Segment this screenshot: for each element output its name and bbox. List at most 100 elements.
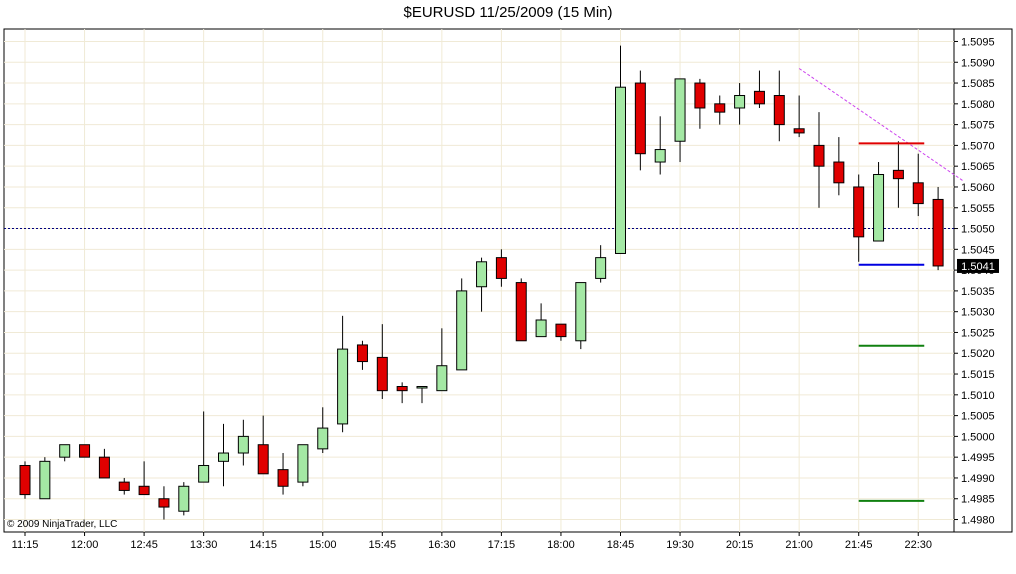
y-tick-label: 1.5060 (961, 182, 995, 194)
x-tick-label: 14:15 (249, 539, 277, 551)
y-tick-label: 1.5075 (961, 120, 995, 132)
chart-title: $EURUSD 11/25/2009 (15 Min) (403, 4, 613, 21)
current-price-marker[interactable]: 1.5041 (957, 258, 999, 273)
x-tick-label: 20:15 (726, 539, 754, 551)
x-tick-label: 21:45 (845, 539, 873, 551)
y-tick-label: 1.5030 (961, 307, 995, 319)
y-tick-label: 1.5070 (961, 140, 995, 152)
down-candle-body (853, 186, 865, 238)
down-candle-body (813, 144, 825, 167)
y-tick-label: 1.5080 (961, 99, 995, 111)
y-tick-label: 1.4995 (961, 452, 995, 464)
down-candle-body (158, 498, 170, 508)
down-candle-body (79, 444, 91, 458)
down-candle-body (793, 128, 805, 134)
up-candle-body (237, 435, 249, 454)
y-tick-label: 1.5085 (961, 78, 995, 90)
x-tick-label: 22:30 (904, 539, 932, 551)
y-tick-label: 1.5095 (961, 36, 995, 48)
up-candle-body (337, 348, 349, 425)
down-candle-body (376, 356, 388, 392)
up-candle-body (654, 149, 666, 163)
down-candle-body (714, 103, 726, 113)
down-candle-body (495, 257, 507, 279)
x-tick-label: 13:30 (190, 539, 218, 551)
down-candle-body (98, 456, 110, 479)
up-candle-body (873, 173, 885, 242)
down-candle-body (833, 161, 845, 184)
down-candle-body (912, 182, 924, 205)
up-candle-body (734, 95, 746, 109)
up-candle-body (198, 464, 210, 483)
axis-area (953, 28, 1013, 533)
up-candle-body (416, 386, 428, 389)
up-candle-body (535, 319, 547, 338)
x-tick-label: 16:30 (428, 539, 456, 551)
up-candle-body (317, 427, 329, 450)
down-candle-body (138, 485, 150, 496)
down-candle-body (555, 323, 567, 338)
down-candle-body (396, 386, 408, 392)
x-tick-label: 12:00 (71, 539, 99, 551)
up-candle-body (59, 444, 71, 458)
reference-lines (4, 68, 964, 230)
y-tick-label: 1.5065 (961, 161, 995, 173)
x-axis-ticks: 11:15 12:00 12:45 13:30 14:15 15:00 15:45 16:30… (12, 532, 932, 551)
trend-line (798, 68, 964, 182)
y-tick-label: 1.5035 (961, 286, 995, 298)
up-candle-body (218, 452, 229, 462)
down-candle-body (356, 344, 368, 363)
up-candle-body (39, 460, 51, 500)
down-candle-body (118, 481, 130, 491)
x-tick-label: 21:00 (785, 539, 813, 551)
up-candle-body (595, 257, 607, 279)
down-candle-body (257, 444, 269, 475)
down-candle-body (773, 95, 785, 126)
up-candle-body (297, 444, 309, 483)
x-tick-label: 18:00 (547, 539, 575, 551)
up-candle-body (178, 485, 190, 512)
y-tick-label: 1.5055 (961, 203, 995, 215)
x-tick-label: 19:30 (666, 539, 694, 551)
up-candle-body (575, 282, 587, 342)
x-tick-label: 12:45 (130, 539, 158, 551)
down-candle-body (19, 464, 31, 496)
up-candle-body (615, 86, 626, 254)
y-tick-label: 1.5090 (961, 57, 995, 69)
down-candle-body (932, 198, 944, 267)
y-tick-label: 1.5015 (961, 369, 995, 381)
down-candle-body (892, 169, 904, 180)
x-tick-label: 11:15 (12, 539, 39, 551)
x-tick-label: 15:00 (309, 539, 337, 551)
x-tick-label: 17:15 (488, 539, 516, 551)
x-tick-label: 18:45 (607, 539, 635, 551)
down-candle-body (753, 90, 765, 105)
y-tick-label: 1.4985 (961, 494, 995, 506)
y-tick-label: 1.4990 (961, 473, 995, 485)
y-tick-label: 1.5025 (961, 327, 995, 339)
down-candle-body (515, 282, 527, 342)
y-tick-label: 1.5000 (961, 431, 995, 443)
y-tick-label: 1.5050 (961, 224, 995, 236)
up-candle-body (674, 78, 686, 142)
up-candle-body (436, 365, 448, 392)
y-tick-label: 1.5010 (961, 390, 995, 402)
down-candle-body (277, 469, 289, 487)
down-candle-body (694, 82, 706, 109)
y-tick-label: 1.5045 (961, 244, 995, 256)
y-axis-ticks: 1.5095 1.5090 1.5085 1.5080 1.5075 1.5070 1.50… (954, 36, 995, 527)
x-tick-label: 15:45 (369, 539, 397, 551)
y-tick-label: 1.5020 (961, 348, 995, 360)
copyright-text: © 2009 NinjaTrader, LLC (7, 519, 117, 530)
up-candle-body (456, 290, 468, 371)
candles (19, 45, 944, 520)
grid-lines (4, 29, 954, 532)
current-price-box[interactable] (957, 258, 999, 273)
y-tick-label: 1.4980 (961, 515, 995, 527)
down-candle-body (634, 82, 646, 155)
y-tick-label: 1.5005 (961, 411, 995, 423)
current-price-label: 1.5041 (961, 261, 995, 273)
drawn-levels (858, 142, 925, 502)
